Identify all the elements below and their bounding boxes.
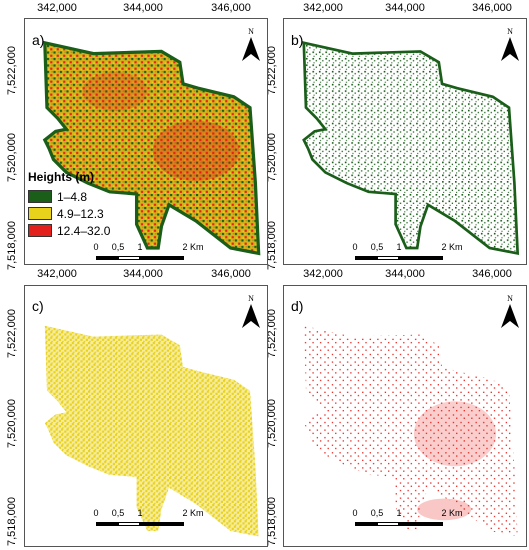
x-tick-top-5: 344,000 [385, 2, 425, 14]
north-arrow-icon: N [499, 27, 521, 64]
height-legend: Heights (m) 1–4.8 4.9–12.3 12.4–32.0 [28, 170, 138, 239]
panel-d-area [303, 325, 518, 537]
scale-label: 2 Km [182, 508, 204, 518]
panel-b-label: b) [291, 32, 304, 48]
legend-item: 1–4.8 [28, 188, 138, 205]
scale-label: 0,5 [370, 508, 384, 518]
scale-label: 0,5 [370, 242, 384, 252]
scale-label: 1 [396, 242, 402, 252]
scale-bar: 0 0,5 1 2 Km [93, 242, 213, 268]
legend-item: 12.4–32.0 [28, 222, 138, 239]
scale-bar: 0 0,5 1 2 Km [352, 242, 472, 268]
north-arrow-icon: N [499, 294, 521, 331]
north-arrow-icon: N [240, 294, 262, 331]
legend-swatch [28, 224, 52, 237]
legend-swatch [28, 190, 52, 203]
scale-label: 0 [352, 508, 358, 518]
scale-label: 2 Km [441, 242, 463, 252]
legend-label: 1–4.8 [57, 189, 88, 204]
scale-label: 0,5 [111, 242, 125, 252]
scale-label: 0 [352, 242, 358, 252]
x-tick-mid-4: 342,000 [303, 268, 343, 280]
x-tick-mid-2: 344,000 [123, 268, 163, 280]
x-tick-mid-5: 344,000 [385, 268, 425, 280]
scale-label: 1 [137, 242, 143, 252]
scale-label: 0,5 [111, 508, 125, 518]
scale-label: 1 [137, 508, 143, 518]
panel-a-label: a) [32, 32, 45, 48]
scale-label: 1 [396, 508, 402, 518]
legend-label: 12.4–32.0 [57, 223, 111, 238]
x-tick-top-2: 344,000 [123, 2, 163, 14]
legend-item: 4.9–12.3 [28, 205, 138, 222]
scale-label: 0 [93, 508, 99, 518]
legend-swatch [28, 207, 52, 220]
north-arrow-icon: N [240, 27, 262, 64]
panel-c-area [44, 325, 259, 537]
legend-label: 4.9–12.3 [57, 206, 104, 221]
x-tick-mid-1: 342,000 [37, 268, 77, 280]
x-tick-top-6: 346,000 [472, 2, 512, 14]
panel-c-label: c) [32, 298, 44, 314]
panel-b-area [302, 41, 519, 255]
scale-label: 2 Km [182, 242, 204, 252]
panel-d-label: d) [291, 298, 304, 314]
scale-bar: 0 0,5 1 2 Km [352, 508, 472, 534]
panel-a-area [43, 41, 261, 256]
x-tick-top-3: 346,000 [211, 2, 251, 14]
x-tick-top-4: 342,000 [303, 2, 343, 14]
x-tick-top-1: 342,000 [37, 2, 77, 14]
scale-bar: 0 0,5 1 2 Km [93, 508, 213, 534]
x-tick-mid-6: 346,000 [472, 268, 512, 280]
legend-title: Heights (m) [28, 170, 94, 184]
scale-label: 0 [93, 242, 99, 252]
scale-label: 2 Km [441, 508, 463, 518]
x-tick-mid-3: 346,000 [211, 268, 251, 280]
